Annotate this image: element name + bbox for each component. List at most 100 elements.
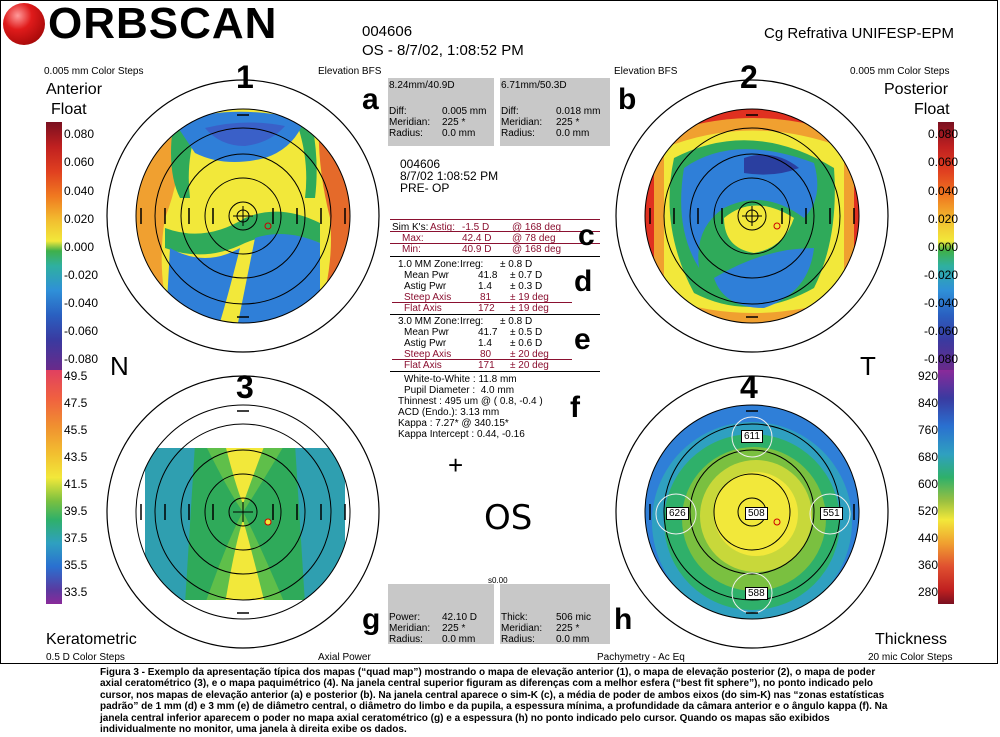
q2-map-type: Elevation BFS [614, 66, 678, 77]
zone3-err-1: ± 0.6 D [510, 338, 543, 349]
zone1-value-1: 1.4 [478, 281, 492, 292]
q2-steps: 0.005 mm Color Steps [850, 66, 950, 77]
divider [390, 314, 600, 315]
zone3-err-2: ± 20 deg [510, 349, 549, 360]
zone3-title: 3.0 MM Zone: [398, 316, 460, 327]
tick-label: 0.020 [64, 212, 95, 226]
divider [390, 231, 600, 232]
zone3-value-2: 80 [480, 349, 492, 360]
zone1-label-2: Steep Axis [404, 292, 452, 303]
posterior-elevation-map[interactable] [614, 78, 890, 354]
q1-map-type: Elevation BFS [318, 66, 382, 77]
anterior-elevation-map[interactable] [105, 78, 381, 354]
axial-power-map[interactable] [105, 374, 381, 650]
tick-label: 840 [918, 396, 939, 410]
tick-label: -0.080 [923, 352, 958, 366]
zone1-err-2: ± 19 deg [510, 292, 549, 303]
panel-b-value-0: 0.018 mm [556, 106, 601, 117]
zone3-value-0: 41.7 [478, 327, 498, 338]
map3-number: 3 [236, 369, 254, 405]
zone3-value-1: 1.4 [478, 338, 492, 349]
pachy-point-right: 551 [820, 507, 843, 520]
panel-g-value-2: 0.0 mm [442, 634, 476, 645]
zone3-label-2: Steep Axis [404, 349, 452, 360]
panel-b: 6.71mm/50.3D Diff: 0.018 mm Meridian: 22… [500, 78, 610, 146]
letter-e: e [574, 323, 591, 356]
map4-number: 4 [740, 369, 758, 405]
crosshair-icon: + [448, 450, 464, 480]
simk-astig-value: -1.5 D [462, 222, 490, 233]
q1-title-2: Float [51, 101, 87, 118]
tick-label: -0.060 [64, 324, 99, 338]
tick-label: 45.5 [64, 423, 88, 437]
panel-g: Power: 42.10 D Meridian: 225 * Radius: 0… [388, 584, 494, 645]
zone1-label-1: Astig Pwr [404, 281, 447, 292]
panel-a: 8.24mm/40.9D Diff: 0.005 mm Meridian: 22… [388, 78, 494, 146]
colorbar-axial-labels: 49.5 47.5 45.5 43.5 41.5 39.5 37.5 35.5 … [64, 370, 104, 602]
tick-label: 35.5 [64, 558, 88, 572]
tick-label: 0.040 [927, 184, 958, 198]
zone1-label-0: Mean Pwr [404, 270, 450, 281]
panel-h-label-0: Thick: [501, 612, 528, 623]
divider [392, 359, 572, 360]
pupil-diameter: Pupil Diameter : 4.0 mm [404, 385, 515, 396]
kappa: Kappa : 7.27* @ 340.15* [398, 418, 509, 429]
panel-b-value-2: 0.0 mm [556, 128, 590, 139]
logo-text: ORBSCAN [48, 0, 278, 48]
colorbar-thickness [938, 370, 954, 604]
q2-title-1: Posterior [884, 81, 949, 98]
tick-label: -0.040 [64, 296, 99, 310]
tick-label: 600 [918, 477, 939, 491]
acd: ACD (Endo.): 3.13 mm [398, 407, 500, 418]
tick-label: 0.000 [64, 240, 95, 254]
q4-title: Thickness [875, 631, 948, 648]
panel-g-value-0: 42.10 D [442, 612, 478, 623]
zone1-err-0: ± 0.7 D [510, 270, 543, 281]
tick-label: 280 [918, 585, 939, 599]
zone1-value-3: 172 [478, 303, 495, 314]
zone1-irreg-label: Irreg: [460, 259, 484, 270]
panel-h: Thick: 506 mic Meridian: 225 * Radius: 0… [500, 584, 610, 645]
panel-a-title: 8.24mm/40.9D [389, 80, 455, 91]
simk-astig-axis: @ 168 deg [512, 222, 562, 233]
panel-a-label-1: Meridian: [389, 117, 431, 128]
simk-min-axis: @ 168 deg [512, 244, 562, 255]
tick-label: 39.5 [64, 504, 88, 518]
panel-h-label-2: Radius: [501, 634, 535, 645]
kappa-intercept: Kappa Intercept : 0.44, -0.16 [398, 429, 525, 440]
panel-a-value-0: 0.005 mm [442, 106, 487, 117]
q4-map-type: Pachymetry - Ac Eq [597, 652, 685, 663]
colorbar-elevation-left [46, 122, 62, 370]
tick-label: 0.080 [64, 127, 95, 141]
center-datetime: 8/7/02 1:08:52 PM [400, 169, 499, 183]
panel-h-label-1: Meridian: [501, 623, 543, 634]
zone3-value-3: 171 [478, 360, 495, 371]
panel-b-value-1: 225 * [556, 117, 580, 128]
tick-label: 0.000 [927, 240, 958, 254]
zone1-value-2: 81 [480, 292, 492, 303]
panel-a-value-1: 225 * [442, 117, 466, 128]
q3-steps: 0.5 D Color Steps [46, 652, 125, 663]
center-status: PRE- OP [400, 181, 450, 195]
simk-astig-label: Astig: [430, 222, 456, 233]
q2-title-2: Float [914, 101, 950, 118]
pachy-point-bottom: 588 [745, 587, 768, 600]
temporal-label: T [860, 351, 876, 381]
divider [390, 219, 600, 220]
tick-label: 0.040 [64, 184, 95, 198]
panel-b-label-2: Radius: [501, 128, 535, 139]
simk-min-label: Min: [402, 244, 421, 255]
zone1-value-0: 41.8 [478, 270, 498, 281]
simk-max-axis: @ 78 deg [512, 233, 556, 244]
tick-label: 0.020 [927, 212, 958, 226]
letter-c: c [578, 219, 595, 252]
patient-id: 004606 [362, 23, 413, 40]
figure-frame [0, 0, 998, 664]
letter-f: f [570, 391, 580, 424]
zone3-err-3: ± 20 deg [510, 360, 549, 371]
panel-g-value-1: 225 * [442, 623, 466, 634]
pachy-point-top: 611 [741, 430, 763, 443]
tick-label: 49.5 [64, 369, 88, 383]
tick-label: 440 [918, 531, 939, 545]
zone1-err-1: ± 0.3 D [510, 281, 543, 292]
